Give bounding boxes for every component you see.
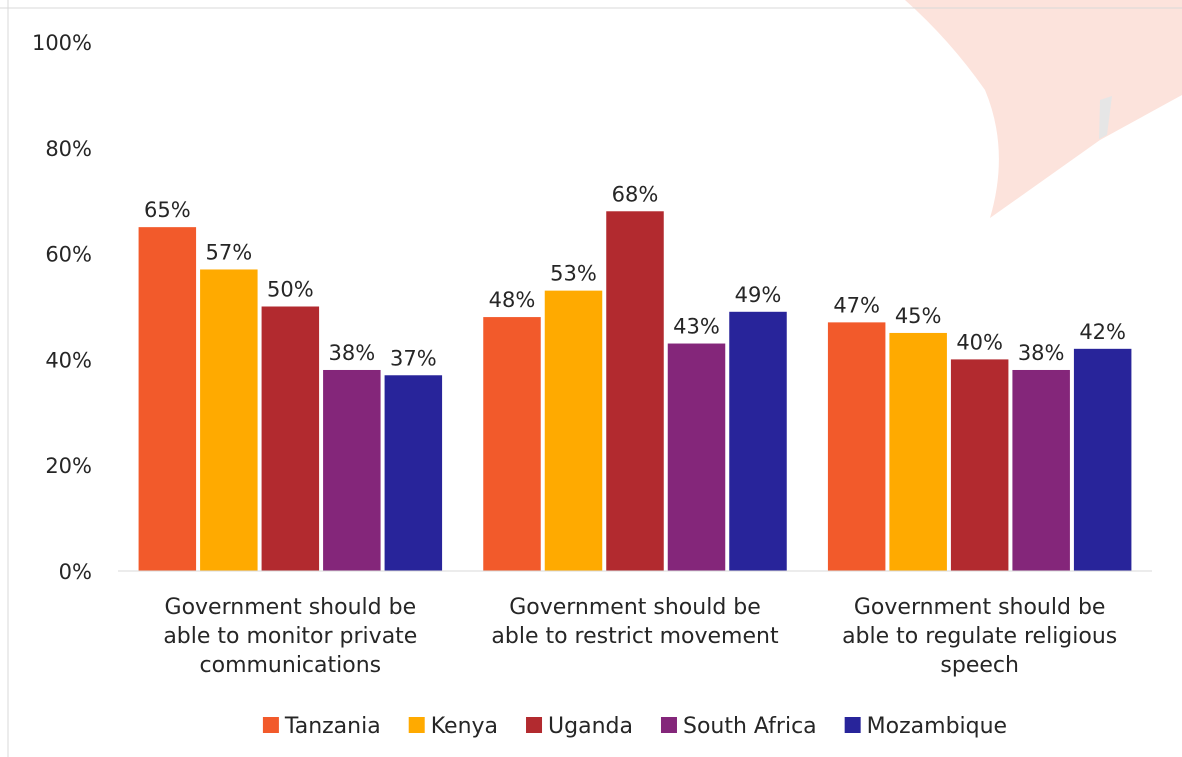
bar: [544, 290, 603, 571]
bar-value-label: 53%: [550, 262, 597, 286]
y-tick-label: 0%: [59, 560, 92, 584]
legend-swatch: [408, 717, 425, 733]
x-tick-label: Government should be able to regulate rel…: [842, 595, 1117, 678]
bar-value-label: 65%: [144, 198, 191, 222]
legend-label: Kenya: [431, 714, 498, 739]
bar-value-label: 47%: [833, 293, 880, 317]
bar: [827, 322, 886, 571]
bar-value-label: 45%: [895, 304, 942, 328]
bars: [138, 211, 1132, 571]
legend-swatch: [262, 717, 279, 733]
bar-value-label: 49%: [735, 283, 782, 307]
bar-value-label: 38%: [328, 341, 375, 365]
bar: [729, 311, 787, 571]
bar: [323, 369, 381, 571]
bar-value-label: 43%: [673, 315, 720, 339]
bar: [667, 343, 726, 571]
bar-labels: 65% 57% 50% 38% 37% 48% 53% 68% 43% 49% 47% 45% 40% 3…: [144, 182, 1126, 370]
bar: [384, 375, 443, 571]
y-axis: 0% 20% 40% 60% 80% 100%: [32, 31, 92, 584]
bar-value-label: 40%: [956, 330, 1003, 354]
legend-item: Mozambique: [844, 714, 1007, 739]
bar: [138, 227, 197, 571]
bar: [606, 211, 664, 571]
legend-swatch: [844, 717, 861, 733]
x-axis: Government should be able to monitor priv…: [163, 595, 1117, 678]
legend-label: South Africa: [683, 714, 817, 739]
bar-value-label: 68%: [612, 182, 659, 206]
y-tick-label: 20%: [45, 454, 92, 478]
y-tick-label: 80%: [45, 137, 92, 161]
bar: [950, 359, 1009, 571]
bar: [889, 332, 947, 571]
bar-value-label: 50%: [267, 278, 314, 302]
bar-value-label: 38%: [1018, 341, 1065, 365]
legend-label: Uganda: [548, 714, 633, 739]
legend-swatch: [526, 717, 543, 733]
bar: [200, 269, 258, 571]
y-tick-label: 60%: [45, 243, 92, 267]
legend-item: South Africa: [660, 714, 817, 739]
bar: [1012, 369, 1070, 571]
legend-item: Tanzania: [262, 714, 381, 739]
bar-value-label: 37%: [390, 346, 437, 370]
bar: [261, 306, 320, 571]
x-tick-label: Government should be able to monitor priv…: [163, 595, 417, 678]
decorative-speech-bubble: [905, 0, 1182, 218]
y-tick-label: 40%: [45, 348, 92, 372]
x-tick-label: Government should be able to restrict mov…: [491, 595, 779, 649]
y-tick-label: 100%: [32, 31, 92, 55]
legend-item: Kenya: [408, 714, 498, 739]
legend-item: Uganda: [526, 714, 633, 739]
bar-value-label: 42%: [1079, 320, 1126, 344]
bar: [1073, 348, 1132, 571]
bar: [483, 317, 541, 571]
bar-value-label: 48%: [489, 288, 536, 312]
legend-swatch: [660, 717, 677, 733]
legend: Tanzania Kenya Uganda South Africa Mozambiqu…: [262, 714, 1007, 739]
bar-value-label: 57%: [205, 240, 252, 264]
legend-label: Mozambique: [867, 714, 1007, 739]
legend-label: Tanzania: [284, 714, 381, 739]
